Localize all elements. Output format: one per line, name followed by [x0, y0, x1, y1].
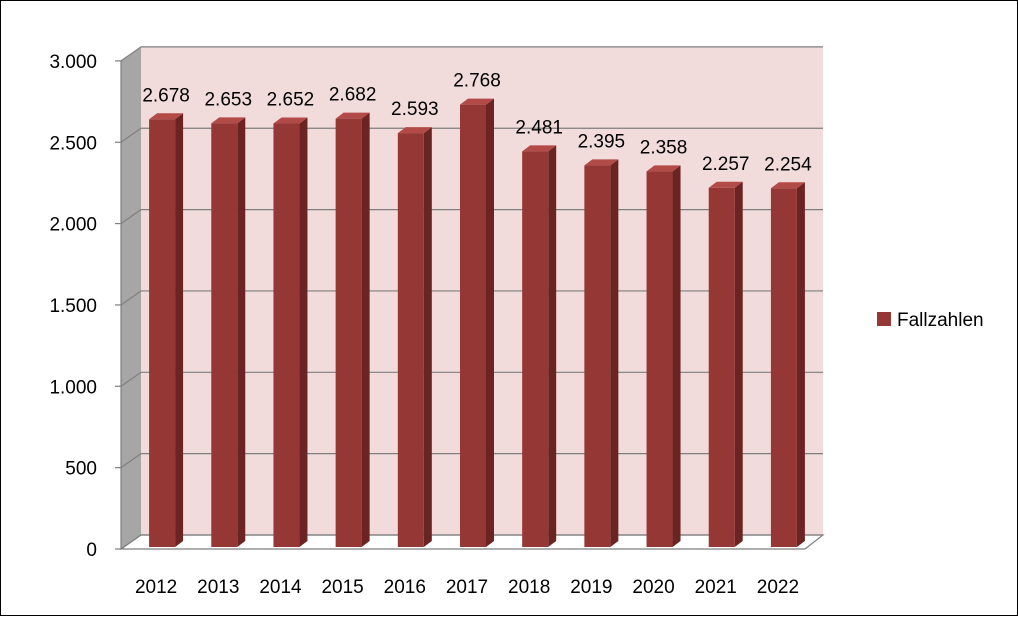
data-label: 2.682 [329, 85, 377, 106]
data-label: 2.481 [515, 117, 563, 138]
data-label: 2.678 [142, 85, 190, 106]
x-tick-label: 2012 [135, 577, 177, 598]
x-tick-label: 2017 [446, 577, 488, 598]
gridline [120, 127, 823, 143]
bar-top [149, 113, 184, 120]
bar-top [211, 117, 246, 124]
bar-top [584, 159, 619, 166]
bar-side [299, 117, 308, 548]
x-tick-label: 2015 [321, 577, 363, 598]
bar-top [646, 165, 681, 172]
y-tick-label: 1.500 [49, 296, 97, 317]
bar [335, 118, 362, 547]
bar-top [335, 112, 370, 119]
bar-top [770, 182, 805, 189]
data-label: 2.395 [578, 131, 626, 152]
data-label: 2.652 [267, 90, 315, 111]
data-label: 2.653 [204, 89, 252, 110]
gridline [120, 46, 823, 62]
bar [397, 133, 424, 547]
data-label: 2.257 [702, 154, 750, 175]
y-tick-label: 0 [86, 540, 97, 561]
x-tick-label: 2013 [197, 577, 239, 598]
legend-swatch [877, 312, 891, 326]
bar [522, 151, 549, 547]
y-tick-label: 2.500 [49, 133, 97, 154]
bar-side [237, 117, 246, 547]
y-tick-label: 3.000 [49, 52, 97, 73]
bar [708, 187, 735, 547]
bar-top [397, 127, 432, 134]
bar-side [175, 113, 184, 547]
data-label: 2.358 [640, 137, 688, 158]
bar-top [522, 145, 557, 152]
bar-side [486, 98, 494, 548]
y-tick-label: 500 [65, 459, 97, 480]
bar-top [460, 98, 494, 105]
data-label: 2.254 [764, 154, 812, 175]
x-tick-label: 2014 [259, 577, 302, 598]
bar-top [708, 181, 743, 188]
bar-side [610, 159, 619, 547]
bar [149, 119, 176, 547]
x-tick-label: 2022 [757, 577, 799, 598]
bar-side [423, 127, 432, 547]
x-tick-label: 2018 [508, 577, 550, 598]
bar-side [361, 112, 370, 547]
bar-top [273, 117, 308, 124]
y-tick-label: 1.000 [49, 377, 97, 398]
bar-side [734, 181, 743, 547]
data-label: 2.593 [391, 99, 439, 120]
data-label: 2.768 [453, 71, 501, 92]
bar [646, 171, 673, 547]
x-tick-label: 2016 [384, 577, 426, 598]
legend-label: Fallzahlen [897, 310, 984, 331]
y-tick-label: 2.000 [49, 215, 97, 236]
bar [770, 188, 797, 547]
bar-side [548, 145, 557, 547]
x-tick-label: 2021 [695, 577, 737, 598]
x-tick-label: 2020 [632, 577, 674, 598]
bar-side [672, 165, 681, 547]
bar [584, 165, 611, 547]
bar-side [796, 182, 805, 547]
bar [273, 123, 300, 548]
bar [460, 104, 486, 548]
bar [211, 123, 238, 547]
x-tick-label: 2019 [570, 577, 612, 598]
